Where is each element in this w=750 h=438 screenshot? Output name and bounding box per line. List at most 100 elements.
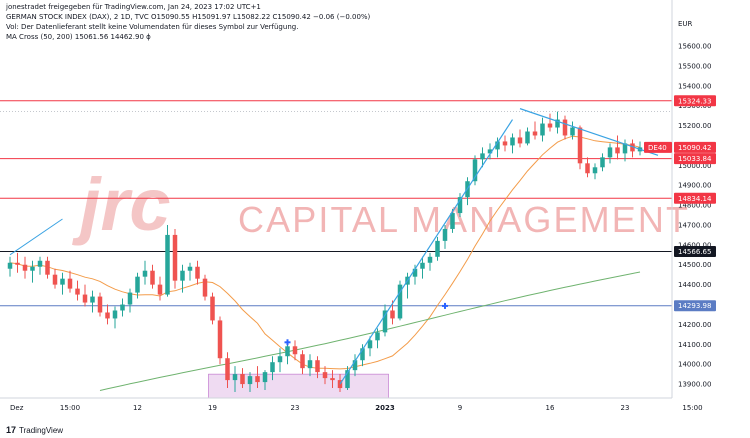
candle[interactable]: [472, 155, 478, 186]
candle[interactable]: [510, 133, 515, 154]
candle[interactable]: [450, 209, 455, 233]
candle[interactable]: [7, 256, 13, 277]
candle[interactable]: [562, 115, 568, 140]
y-tick-label: 15600.00: [678, 42, 711, 50]
candle[interactable]: [172, 228, 178, 289]
candle[interactable]: [487, 143, 493, 160]
candle[interactable]: [630, 139, 635, 158]
candle[interactable]: [292, 340, 298, 361]
candle[interactable]: [60, 272, 65, 295]
candle[interactable]: [22, 256, 28, 279]
candle[interactable]: [75, 280, 80, 301]
candle[interactable]: [67, 270, 73, 293]
candle[interactable]: [232, 366, 238, 393]
price-tag[interactable]: 14566.65: [674, 245, 716, 257]
candle[interactable]: [525, 127, 530, 146]
candle[interactable]: [202, 274, 208, 301]
candle[interactable]: [420, 256, 425, 279]
volume-note: Vol: Der Datenlieferant stellt keine Vol…: [6, 23, 299, 31]
candle[interactable]: [217, 316, 223, 365]
candle-body: [262, 372, 268, 383]
candle[interactable]: [300, 350, 305, 375]
candle[interactable]: [225, 352, 230, 389]
candle[interactable]: [180, 264, 185, 293]
candle[interactable]: [135, 272, 140, 299]
price-tag[interactable]: 14293.98: [674, 300, 716, 312]
candle[interactable]: [547, 113, 553, 132]
candle[interactable]: [142, 260, 148, 285]
candle[interactable]: [247, 372, 253, 393]
candle[interactable]: [375, 328, 380, 349]
candle[interactable]: [555, 111, 560, 134]
candle[interactable]: [345, 366, 350, 391]
candle[interactable]: [382, 304, 388, 337]
trendline-rally[interactable]: [339, 119, 514, 385]
trendline-resistance[interactable]: [519, 108, 659, 156]
candle[interactable]: [37, 256, 43, 275]
candle[interactable]: [165, 224, 170, 297]
price-tag[interactable]: 15033.84: [674, 153, 716, 165]
candle[interactable]: [607, 143, 613, 164]
candle[interactable]: [30, 260, 35, 283]
candle[interactable]: [600, 153, 605, 172]
candle[interactable]: [157, 276, 163, 301]
candle[interactable]: [360, 344, 365, 367]
candle[interactable]: [15, 252, 20, 273]
candle[interactable]: [502, 135, 508, 152]
tradingview-footer[interactable]: 17 TradingView: [6, 425, 63, 435]
candle[interactable]: [405, 272, 410, 299]
candle[interactable]: [585, 157, 590, 178]
candle[interactable]: [517, 129, 523, 148]
candle[interactable]: [277, 348, 283, 373]
candle[interactable]: [45, 256, 50, 279]
candle[interactable]: [120, 298, 125, 317]
candle-body: [82, 294, 88, 303]
candle[interactable]: [150, 264, 155, 289]
candle[interactable]: [532, 121, 538, 140]
candle[interactable]: [52, 268, 58, 289]
candle[interactable]: [367, 336, 373, 357]
candle[interactable]: [210, 292, 215, 325]
candle[interactable]: [195, 260, 200, 285]
candle[interactable]: [330, 370, 335, 389]
price-tag[interactable]: 15090.42: [674, 141, 716, 153]
candle[interactable]: [105, 304, 110, 325]
candle[interactable]: [255, 366, 260, 389]
candle[interactable]: [622, 139, 628, 162]
candle-body: [390, 310, 395, 319]
y-tick-label: 15200.00: [678, 122, 711, 130]
symbol-ohlc[interactable]: GERMAN STOCK INDEX (DAX), 2 1D, TVC O150…: [6, 13, 371, 21]
candle[interactable]: [570, 121, 575, 140]
candle[interactable]: [592, 163, 598, 180]
price-tag[interactable]: 14834.14: [674, 192, 716, 204]
price-tag[interactable]: 15324.33: [674, 95, 716, 107]
ma-cross-legend[interactable]: MA Cross (50, 200) 15061.56 14462.90 ϕ: [6, 33, 151, 41]
candle[interactable]: [90, 290, 95, 313]
candle[interactable]: [127, 288, 133, 313]
candle[interactable]: [270, 356, 275, 381]
candle[interactable]: [495, 137, 500, 158]
candle[interactable]: [187, 262, 193, 281]
candle[interactable]: [112, 306, 118, 329]
candle[interactable]: [82, 284, 88, 307]
trendline-early[interactable]: [9, 218, 63, 256]
candle[interactable]: [97, 292, 103, 317]
candle[interactable]: [352, 354, 358, 377]
candle[interactable]: [615, 135, 620, 160]
candle[interactable]: [435, 236, 440, 261]
candle[interactable]: [307, 354, 313, 377]
candle[interactable]: [397, 280, 403, 321]
candle[interactable]: [442, 224, 448, 249]
candle[interactable]: [262, 370, 268, 391]
candle[interactable]: [315, 356, 320, 379]
candle[interactable]: [285, 342, 290, 365]
candle[interactable]: [322, 366, 328, 385]
candle[interactable]: [577, 125, 583, 170]
candle[interactable]: [240, 368, 245, 389]
candle[interactable]: [427, 252, 433, 271]
price-tag[interactable]: DE40: [644, 141, 672, 153]
candle[interactable]: [480, 147, 485, 168]
candle[interactable]: [540, 117, 545, 142]
candle[interactable]: [457, 193, 463, 218]
